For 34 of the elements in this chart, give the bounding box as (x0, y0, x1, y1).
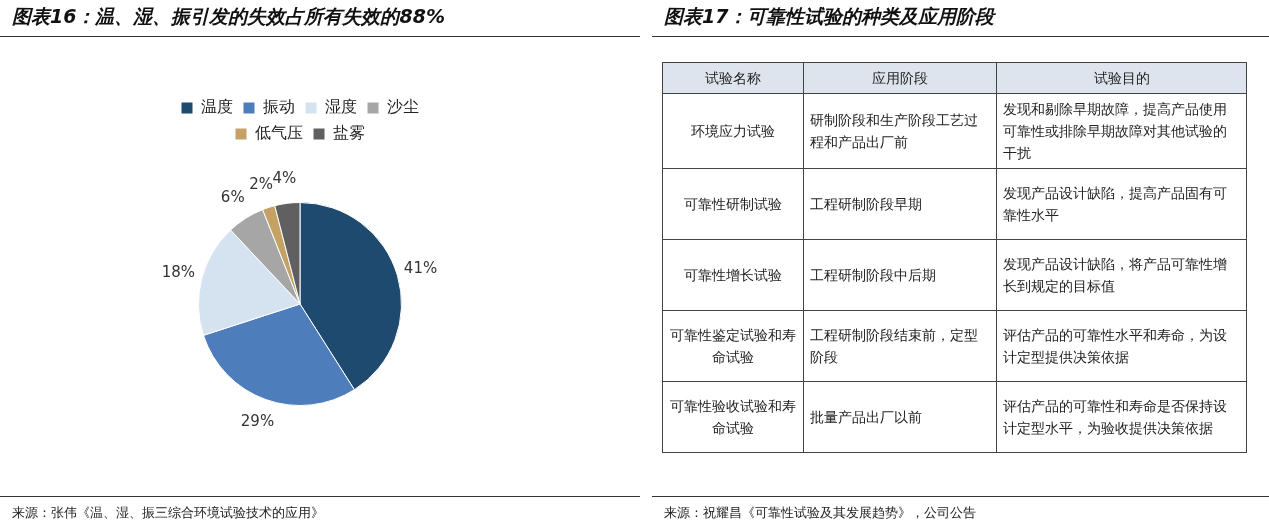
data-label: 2% (249, 174, 274, 193)
legend-label: 温度 (201, 97, 233, 117)
source-note: 来源：张伟《温、湿、振三综合环境试验技术的应用》 (0, 496, 640, 526)
text: 工程研制阶段中后期 (803, 239, 997, 311)
data-label: 41% (403, 258, 438, 277)
text: 试验名称 (662, 62, 804, 94)
text: 评估产品的可靠性和寿命是否保持设计定型水平，为验收提供决策依据 (996, 381, 1247, 453)
text: 应用阶段 (803, 62, 997, 94)
text: 研制阶段和生产阶段工艺过程和产品出厂前 (803, 93, 997, 169)
legend-label: 沙尘 (387, 97, 419, 117)
data-label: 6% (220, 187, 245, 206)
text: 图表17：可靠性试验的种类及应用阶段 (652, 4, 1269, 37)
data-label: 4% (272, 169, 297, 188)
text: 可靠性增长试验 (662, 239, 804, 311)
legend-label: 盐雾 (333, 123, 365, 143)
text: 可靠性验收试验和寿命试验 (662, 381, 804, 453)
text: 工程研制阶段早期 (803, 168, 997, 240)
data-label: 18% (161, 262, 196, 281)
source-note: 来源：祝耀昌《可靠性试验及其发展趋势》，公司公告 (652, 496, 1269, 526)
text: 发现和剔除早期故障，提高产品使用可靠性或排除早期故障对其他试验的干扰 (996, 93, 1247, 169)
text: 批量产品出厂以前 (803, 381, 997, 453)
data-label: 29% (240, 411, 275, 430)
chart-title: 图表16：温、湿、振引发的失效占所有失效的88% (0, 4, 640, 37)
text: 评估产品的可靠性水平和寿命，为设计定型提供决策依据 (996, 310, 1247, 382)
text: 可靠性研制试验 (662, 168, 804, 240)
text: 可靠性鉴定试验和寿命试验 (662, 310, 804, 382)
text: 试验目的 (996, 62, 1247, 94)
legend-label: 振动 (263, 97, 295, 117)
legend-label: 低气压 (255, 123, 303, 143)
text: 工程研制阶段结束前，定型阶段 (803, 310, 997, 382)
legend-label: 湿度 (325, 97, 357, 117)
text: 发现产品设计缺陷，提高产品固有可靠性水平 (996, 168, 1247, 240)
text: 环境应力试验 (662, 93, 804, 169)
text: 发现产品设计缺陷，将产品可靠性增长到规定的目标值 (996, 239, 1247, 311)
